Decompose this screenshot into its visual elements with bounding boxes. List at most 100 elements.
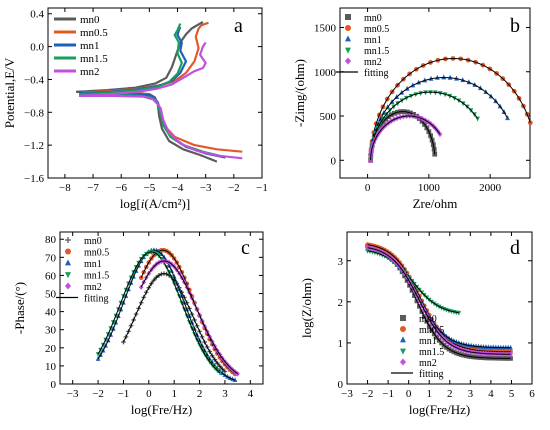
series-line-anodic [78,41,207,97]
panel-b: 0 1000 2000 0 500 1000 1500 Zre/ohm -Zimg/(ohm) b… [292,7,533,211]
panel-a: −8 −7 −6 −5 −4 −3 −2 −1 0.4 0.0 −0.4 −0.8 −1.2 −1.6 lo… [2,7,268,211]
y-axis-label: -Zimg/(ohm) [292,59,307,127]
data-point [65,259,71,266]
data-point [475,116,481,122]
legend-label: mn0.5 [419,325,444,336]
data-point [232,377,238,383]
y-tick-label: 500 [320,111,337,123]
x-tick-label: 5 [509,388,515,400]
data-point [345,57,351,65]
data-point [428,90,433,96]
x-tick-label: −4 [172,182,184,194]
data-point [400,336,406,343]
data-point [65,282,71,290]
data-point [508,356,513,361]
plot-frame [346,231,533,385]
x-tick-label: 2 [447,388,453,400]
y-tick-label: 3 [338,256,344,268]
x-tick-label: −7 [87,182,99,194]
legend-label: mn2 [84,282,102,293]
y-tick-label: 40 [45,307,57,319]
series-group [76,21,243,163]
y-tick-label: 0.0 [30,42,44,54]
x-tick-label: 3 [468,388,474,400]
legend-label: mn0 [419,314,437,325]
plot-frame [47,7,263,179]
data-point [400,348,406,355]
x-tick-label: −5 [144,182,156,194]
panel-d: −3 −2 −1 0 1 2 3 4 5 6 0 1 2 3 log(Fre/Hz) log(Z/ohm) d m… [299,231,535,417]
x-tick-label: 4 [488,388,494,400]
panel-letter: c [241,237,250,259]
x-tick-label: 1 [426,388,432,400]
x-tick-label: −6 [115,182,127,194]
y-tick-label: 60 [45,270,57,282]
y-tick-label: 1000 [314,67,337,79]
series-line-anodic [78,23,183,96]
x-tick-label: 4 [248,388,254,400]
legend-label: fitting [84,294,108,305]
y-axis-label: log(Z/ohm) [299,278,314,338]
x-tick-label: 1000 [418,182,441,194]
x-tick-label: −3 [200,182,212,194]
y-tick-label: 0.4 [30,9,44,21]
legend-label: mn1.5 [80,53,108,65]
panel-c: −3 −2 −1 0 1 2 3 401020304050607080log(Fre/Hz)-… [12,231,264,417]
data-point [447,74,453,80]
x-axis-label: log(Fre/Hz) [131,402,192,417]
fit-line [367,250,459,314]
y-tick-label: −1.2 [24,140,44,152]
legend-label: mn0.5 [80,27,108,39]
y-tick-label: 20 [45,343,57,355]
legend-label: mn2 [364,57,382,68]
x-axis-label: Zre/ohm [413,196,458,211]
y-tick-label: 1 [338,338,344,350]
fit-line [370,91,479,161]
data-point [365,244,370,251]
y-tick-label: 10 [45,361,57,373]
x-tick-label: −8 [59,182,71,194]
data-point [95,352,101,357]
y-tick-label: −1.6 [24,173,44,185]
data-point [400,358,406,366]
legend-label: mn1.5 [84,271,109,282]
x-axis-label: log[i(A/cm²)] [120,196,190,211]
legend-label: fitting [419,369,443,380]
legend-label: mn1 [419,336,437,347]
y-tick-label: 0 [338,379,344,391]
data-point [65,248,71,255]
data-point [527,120,533,126]
y-tick-label: 0 [331,155,337,167]
y-tick-label: 2 [338,297,344,309]
data-point [508,344,513,350]
legend-label: mn0 [80,14,100,26]
legend-label: fitting [364,68,388,79]
y-tick-label: −0.4 [24,74,44,86]
x-tick-label: −2 [228,182,240,194]
data-point [345,47,351,54]
x-tick-label: 0 [406,388,412,400]
fit-line [370,77,508,161]
x-tick-label: −1 [118,388,130,400]
legend-label: mn2 [80,66,100,78]
y-tick-label: 30 [45,325,57,337]
series-line-anodic [76,21,204,93]
x-tick-label: −3 [67,388,79,400]
fit-line [140,260,238,375]
x-tick-label: −1 [382,388,394,400]
y-axis-label: Potential,E/V [2,57,17,128]
y-tick-label: 50 [45,289,57,301]
data-point [508,351,513,358]
y-axis-label: -Phase/(°) [12,282,27,334]
y-tick-label: 1500 [314,22,337,34]
x-tick-label: 3 [222,388,228,400]
x-axis-label-part: log[ [120,196,141,211]
panel-letter: d [510,237,520,259]
series-line-cathodic [79,94,243,160]
data-point [441,74,447,80]
x-tick-label: −2 [362,388,374,400]
data-point [400,315,406,321]
legend-label: mn0 [84,236,102,247]
data-point [65,237,71,243]
